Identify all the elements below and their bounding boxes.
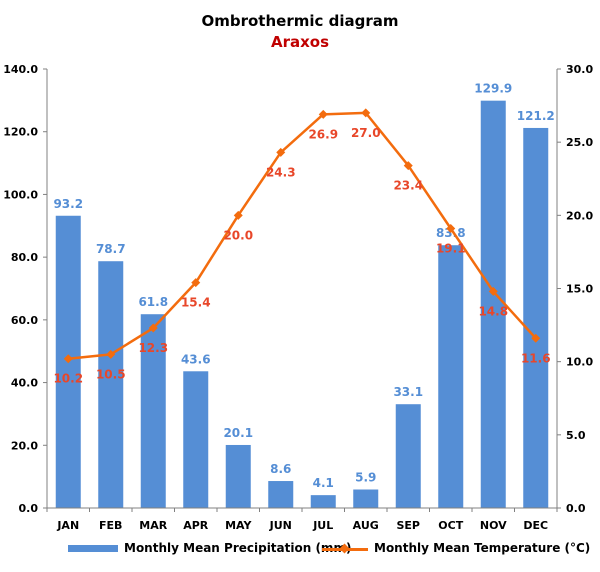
temperature-data-label: 12.3: [138, 341, 168, 355]
bar-data-label: 20.1: [223, 426, 253, 440]
legend-line-swatch: [322, 543, 368, 555]
bar-data-label: 93.2: [53, 197, 83, 211]
x-tick-label: DEC: [523, 519, 548, 532]
y-right-tick-label: 25.0: [566, 136, 593, 149]
temperature-data-label: 11.6: [521, 351, 551, 365]
bar-data-label: 129.9: [474, 82, 512, 96]
y-left-tick-label: 40.0: [11, 377, 38, 390]
bar: [98, 261, 124, 508]
y-right-tick-label: 0.0: [566, 502, 586, 515]
x-tick-label: AUG: [353, 519, 379, 532]
y-right-tick-label: 15.0: [566, 283, 593, 296]
bar: [310, 495, 336, 508]
temperature-point: [361, 108, 371, 118]
y-left-tick-label: 60.0: [11, 314, 38, 327]
y-left-tick-label: 120.0: [3, 126, 38, 139]
y-right-tick-label: 20.0: [566, 209, 593, 222]
legend: Monthly Mean Precipitation (mm) Monthly …: [0, 541, 600, 561]
chart-subtitle: Araxos: [270, 33, 330, 51]
temperature-point: [148, 323, 158, 333]
temperature-data-label: 10.5: [96, 367, 126, 381]
bar: [268, 481, 294, 508]
y-left-tick-label: 140.0: [3, 63, 38, 76]
y-left-tick-label: 0.0: [19, 502, 39, 515]
temperature-data-label: 15.4: [181, 296, 211, 310]
temperature-point: [318, 109, 328, 119]
legend-bar-swatch: [68, 545, 118, 552]
bar-data-label: 33.1: [393, 385, 423, 399]
temperature-point: [63, 354, 73, 364]
y-left-tick-label: 20.0: [11, 439, 38, 452]
temperature-data-label: 20.0: [223, 228, 253, 242]
temperature-data-label: 19.1: [436, 242, 466, 256]
bar-data-label: 78.7: [96, 242, 126, 256]
bar: [140, 314, 166, 508]
bar: [480, 100, 506, 508]
temperature-data-label: 27.0: [351, 126, 381, 140]
temperature-data-label: 10.2: [53, 372, 83, 386]
temperature-point: [488, 286, 498, 296]
temperature-point: [106, 349, 116, 359]
bar: [523, 127, 549, 509]
y-right-tick-label: 30.0: [566, 63, 593, 76]
x-tick-label: JUN: [269, 519, 292, 532]
temperature-data-label: 26.9: [308, 127, 338, 141]
x-tick-label: MAR: [139, 519, 167, 532]
legend-label-precipitation: Monthly Mean Precipitation (mm): [124, 541, 352, 555]
legend-item-temperature: Monthly Mean Temperature (°C): [322, 541, 590, 555]
bar-data-label: 8.6: [270, 462, 291, 476]
temperature-point: [191, 278, 201, 288]
temperature-point: [403, 161, 413, 171]
x-tick-label: MAY: [225, 519, 252, 532]
chart-title: Ombrothermic diagram: [201, 12, 399, 30]
y-left-tick-label: 100.0: [3, 188, 38, 201]
temperature-data-label: 24.3: [266, 165, 296, 179]
legend-label-temperature: Monthly Mean Temperature (°C): [374, 541, 591, 555]
bar: [353, 489, 379, 508]
x-tick-label: APR: [183, 519, 209, 532]
x-tick-label: OCT: [438, 519, 463, 532]
bar-data-label: 43.6: [181, 352, 211, 366]
bar-data-label: 121.2: [517, 109, 555, 123]
bar-data-label: 4.1: [313, 476, 334, 490]
bar-data-label: 83.8: [436, 226, 466, 240]
x-tick-label: NOV: [480, 519, 507, 532]
temperature-point: [233, 210, 243, 220]
y-right-tick-label: 5.0: [566, 429, 586, 442]
bar: [225, 444, 251, 508]
temperature-point: [446, 224, 456, 234]
bar: [438, 245, 464, 508]
x-tick-label: JUL: [312, 519, 333, 532]
x-tick-label: FEB: [99, 519, 122, 532]
temperature-data-label: 14.8: [478, 304, 508, 318]
bar: [183, 371, 209, 508]
temperature-data-label: 23.4: [393, 179, 423, 193]
temperature-point: [531, 333, 541, 343]
bar-data-label: 5.9: [355, 470, 376, 484]
y-left-tick-label: 80.0: [11, 251, 38, 264]
legend-item-precipitation: Monthly Mean Precipitation (mm): [68, 541, 351, 555]
bar-data-label: 61.8: [138, 295, 168, 309]
temperature-line: [68, 111, 537, 360]
x-tick-label: SEP: [397, 519, 421, 532]
bar: [395, 404, 421, 508]
y-right-tick-label: 10.0: [566, 356, 593, 369]
temperature-point: [276, 147, 286, 157]
x-tick-label: JAN: [56, 519, 79, 532]
